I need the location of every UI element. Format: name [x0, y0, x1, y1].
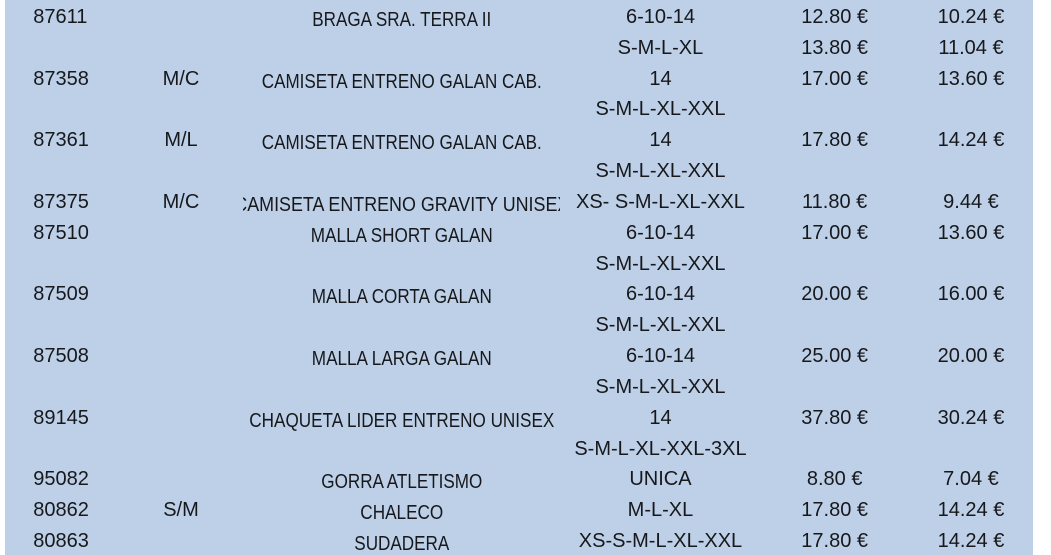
svg-text:MALLA LARGA GALAN: MALLA LARGA GALAN	[312, 348, 492, 370]
svg-text:CAMISETA ENTRENO GRAVITY UNISE: CAMISETA ENTRENO GRAVITY UNISEX	[243, 194, 561, 216]
svg-text:CAMISETA ENTRENO GALAN CAB.: CAMISETA ENTRENO GALAN CAB.	[262, 132, 542, 154]
svg-text:BRAGA SRA. TERRA II: BRAGA SRA. TERRA II	[312, 9, 491, 31]
svg-text:SUDADERA: SUDADERA	[354, 533, 450, 555]
svg-text:MALLA CORTA GALAN: MALLA CORTA GALAN	[312, 286, 492, 308]
svg-text:MALLA SHORT GALAN: MALLA SHORT GALAN	[311, 225, 493, 247]
svg-text:CAMISETA ENTRENO GALAN CAB.: CAMISETA ENTRENO GALAN CAB.	[262, 71, 542, 93]
svg-text:CHALECO: CHALECO	[360, 502, 443, 524]
svg-text:CHAQUETA LIDER ENTRENO UNISEX: CHAQUETA LIDER ENTRENO UNISEX	[249, 410, 554, 432]
svg-text:GORRA ATLETISMO: GORRA ATLETISMO	[321, 471, 482, 493]
